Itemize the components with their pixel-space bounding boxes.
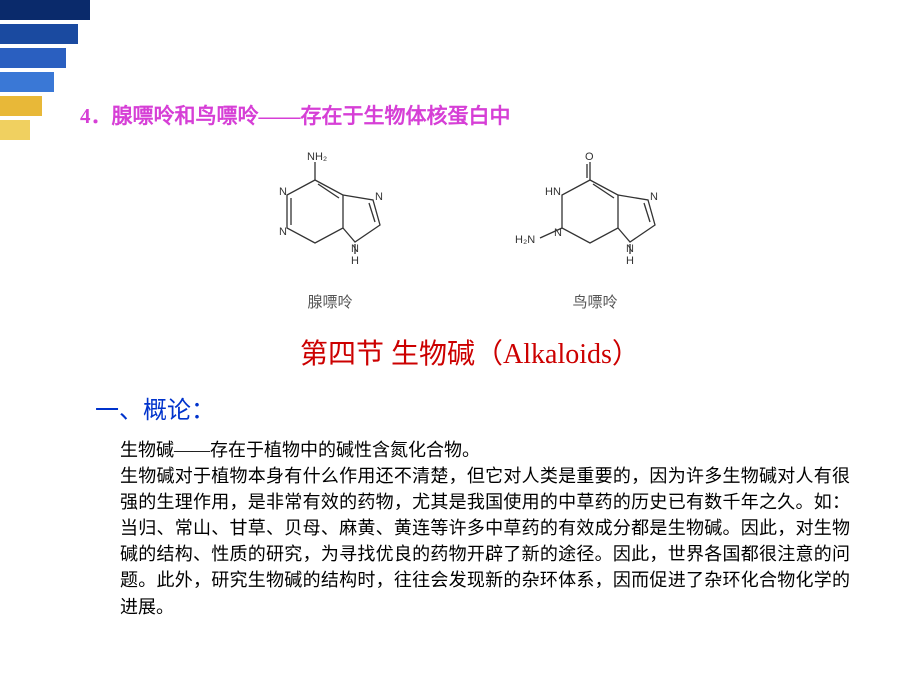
atom-h9: H: [626, 255, 634, 267]
decor-bar: [0, 24, 78, 44]
chemical-structures: NH₂ N N N N H 腺嘌呤: [80, 150, 860, 312]
atom-h9: H: [351, 255, 359, 267]
subsection-heading: 一、概论：: [95, 390, 860, 425]
atom-h2n: H₂N: [515, 234, 535, 246]
slide-content: 4．腺嘌呤和鸟嘌呤——存在于生物体核蛋白中 NH₂ N: [80, 100, 860, 620]
atom-hn1: HN: [545, 186, 561, 198]
body-paragraph: 生物碱对于植物本身有什么作用还不清楚，但它对人类是重要的，因为许多生物碱对人有很…: [120, 463, 850, 620]
atom-nh2: NH₂: [307, 151, 327, 163]
structure-adenine: NH₂ N N N N H 腺嘌呤: [255, 150, 405, 312]
decor-bar: [0, 0, 90, 20]
decor-bar: [0, 48, 66, 68]
decor-bar: [0, 96, 42, 116]
body-line-1: 生物碱——存在于植物中的碱性含氮化合物。: [120, 437, 850, 463]
decor-bar: [0, 72, 54, 92]
guanine-label: 鸟嘌呤: [505, 291, 685, 312]
decor-bar: [0, 120, 30, 140]
section-title: 第四节 生物碱（Alkaloids）: [80, 332, 860, 372]
corner-decoration: [0, 0, 90, 200]
structure-guanine: O HN N H₂N N N H 鸟嘌呤: [505, 150, 685, 312]
heading-4: 4．腺嘌呤和鸟嘌呤——存在于生物体核蛋白中: [80, 100, 860, 130]
adenine-label: 腺嘌呤: [255, 291, 405, 312]
atom-n3: N: [279, 226, 287, 238]
guanine-svg: O HN N H₂N N N H: [505, 150, 685, 280]
atom-o: O: [585, 151, 594, 163]
atom-n7: N: [375, 191, 383, 203]
atom-n1: N: [279, 186, 287, 198]
atom-n3: N: [554, 227, 562, 239]
atom-n7: N: [650, 191, 658, 203]
adenine-svg: NH₂ N N N N H: [255, 150, 405, 280]
